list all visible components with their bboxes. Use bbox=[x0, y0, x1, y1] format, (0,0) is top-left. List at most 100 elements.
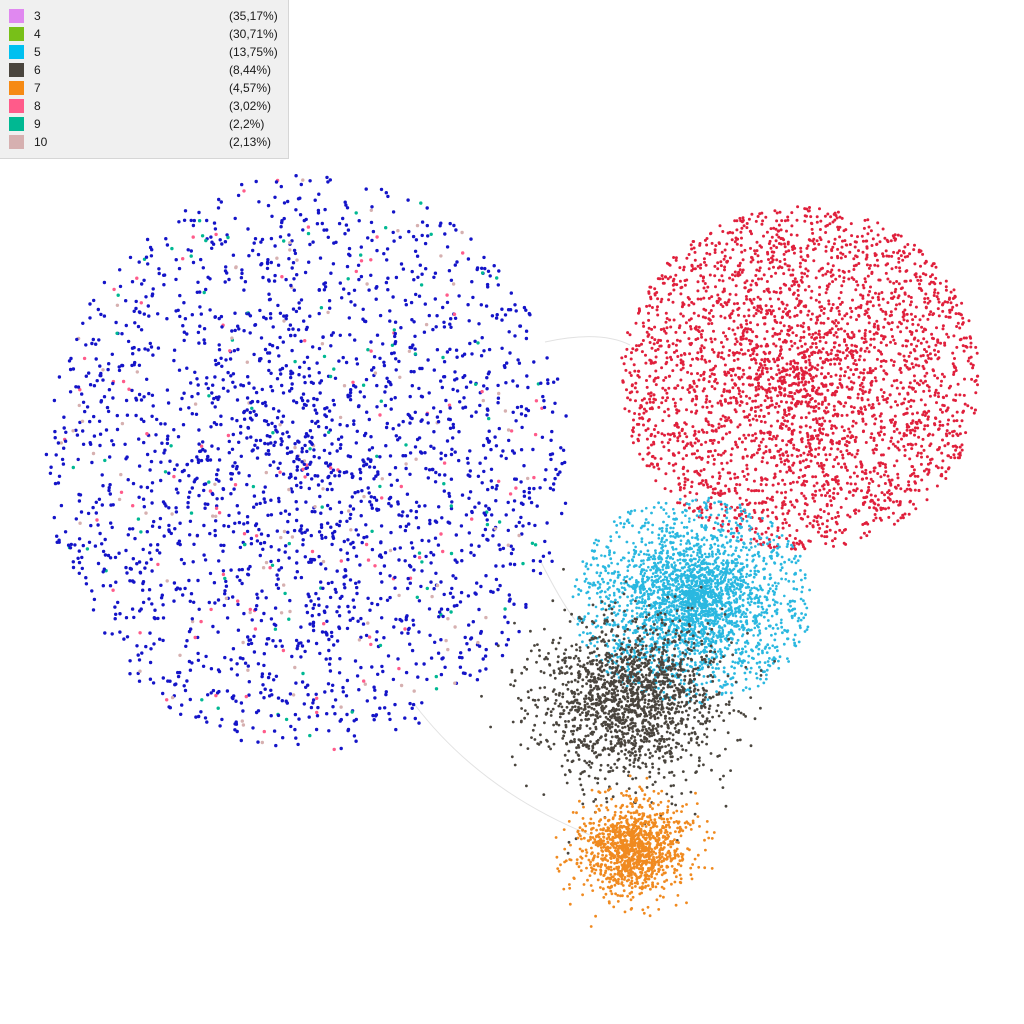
graph-node bbox=[734, 293, 738, 297]
graph-node bbox=[459, 651, 463, 655]
graph-node bbox=[77, 549, 82, 553]
graph-node bbox=[777, 536, 781, 540]
graph-node bbox=[826, 491, 829, 495]
graph-node bbox=[777, 297, 780, 301]
graph-node bbox=[506, 500, 510, 505]
graph-node bbox=[924, 292, 928, 296]
graph-node bbox=[276, 303, 280, 308]
graph-node bbox=[219, 314, 224, 319]
graph-node bbox=[780, 356, 784, 360]
graph-node bbox=[86, 511, 91, 516]
graph-node bbox=[898, 269, 902, 273]
graph-node bbox=[269, 260, 273, 265]
graph-node bbox=[300, 680, 305, 684]
graph-node bbox=[817, 402, 821, 406]
graph-node bbox=[477, 501, 481, 505]
graph-node bbox=[404, 303, 408, 307]
graph-node bbox=[414, 457, 418, 461]
graph-node bbox=[716, 293, 720, 297]
graph-node bbox=[820, 392, 824, 396]
graph-node bbox=[117, 365, 121, 369]
graph-node bbox=[843, 443, 847, 447]
graph-node bbox=[697, 430, 701, 434]
graph-node bbox=[711, 475, 715, 479]
graph-node bbox=[828, 419, 832, 423]
graph-node bbox=[359, 259, 364, 263]
graph-node bbox=[873, 422, 877, 426]
graph-node bbox=[846, 395, 850, 399]
graph-node bbox=[860, 234, 864, 238]
graph-node bbox=[890, 436, 894, 440]
graph-node bbox=[846, 434, 850, 438]
graph-node bbox=[397, 359, 401, 364]
graph-node bbox=[187, 659, 192, 664]
graph-node bbox=[807, 380, 811, 384]
graph-node bbox=[432, 446, 436, 450]
graph-node bbox=[245, 408, 249, 412]
graph-node bbox=[862, 226, 866, 230]
graph-node bbox=[480, 336, 484, 340]
graph-node bbox=[484, 304, 489, 308]
graph-node bbox=[91, 451, 96, 456]
graph-node bbox=[245, 482, 249, 487]
graph-node bbox=[388, 548, 393, 553]
graph-node bbox=[624, 368, 628, 372]
graph-node bbox=[449, 477, 454, 481]
graph-node bbox=[469, 551, 473, 555]
graph-node bbox=[947, 386, 951, 390]
graph-node bbox=[408, 451, 413, 455]
graph-node bbox=[392, 328, 396, 332]
graph-node bbox=[410, 706, 414, 710]
graph-node bbox=[905, 433, 908, 437]
graph-node bbox=[386, 288, 390, 292]
graph-node bbox=[475, 267, 479, 272]
graph-node bbox=[170, 246, 174, 251]
graph-node bbox=[403, 559, 407, 563]
graph-node bbox=[164, 237, 168, 241]
graph-node bbox=[369, 340, 373, 344]
graph-node bbox=[655, 291, 659, 294]
graph-node bbox=[444, 638, 448, 643]
graph-node bbox=[762, 289, 766, 293]
graph-node bbox=[156, 543, 160, 547]
graph-node bbox=[679, 312, 683, 316]
graph-node bbox=[455, 389, 460, 393]
graph-node bbox=[178, 314, 182, 319]
graph-node bbox=[827, 299, 831, 303]
graph-node bbox=[279, 372, 283, 376]
graph-node bbox=[256, 709, 261, 713]
graph-node bbox=[282, 239, 286, 243]
graph-node bbox=[700, 511, 704, 515]
graph-node bbox=[281, 340, 285, 344]
graph-node bbox=[252, 409, 256, 413]
graph-node bbox=[790, 401, 794, 405]
graph-node bbox=[700, 516, 704, 520]
graph-node bbox=[356, 533, 360, 537]
graph-node bbox=[359, 499, 363, 503]
graph-node bbox=[280, 275, 284, 279]
graph-node bbox=[682, 503, 686, 507]
graph-node bbox=[958, 424, 962, 428]
graph-node bbox=[768, 390, 772, 394]
graph-node bbox=[439, 379, 443, 383]
graph-node bbox=[197, 607, 201, 611]
graph-node bbox=[464, 513, 469, 517]
graph-node bbox=[842, 541, 846, 545]
graph-node bbox=[197, 428, 201, 432]
graph-node bbox=[414, 292, 418, 297]
graph-node bbox=[339, 435, 344, 439]
graph-node bbox=[330, 542, 334, 547]
graph-node bbox=[420, 395, 425, 399]
graph-node bbox=[906, 443, 910, 446]
graph-node bbox=[835, 522, 839, 526]
graph-node bbox=[853, 359, 857, 362]
graph-node bbox=[284, 314, 289, 318]
graph-node bbox=[519, 448, 524, 452]
graph-node bbox=[143, 566, 147, 570]
graph-node bbox=[882, 377, 886, 381]
graph-node bbox=[830, 427, 833, 430]
graph-node bbox=[723, 316, 727, 320]
graph-node bbox=[936, 448, 940, 452]
graph-node bbox=[338, 281, 342, 285]
